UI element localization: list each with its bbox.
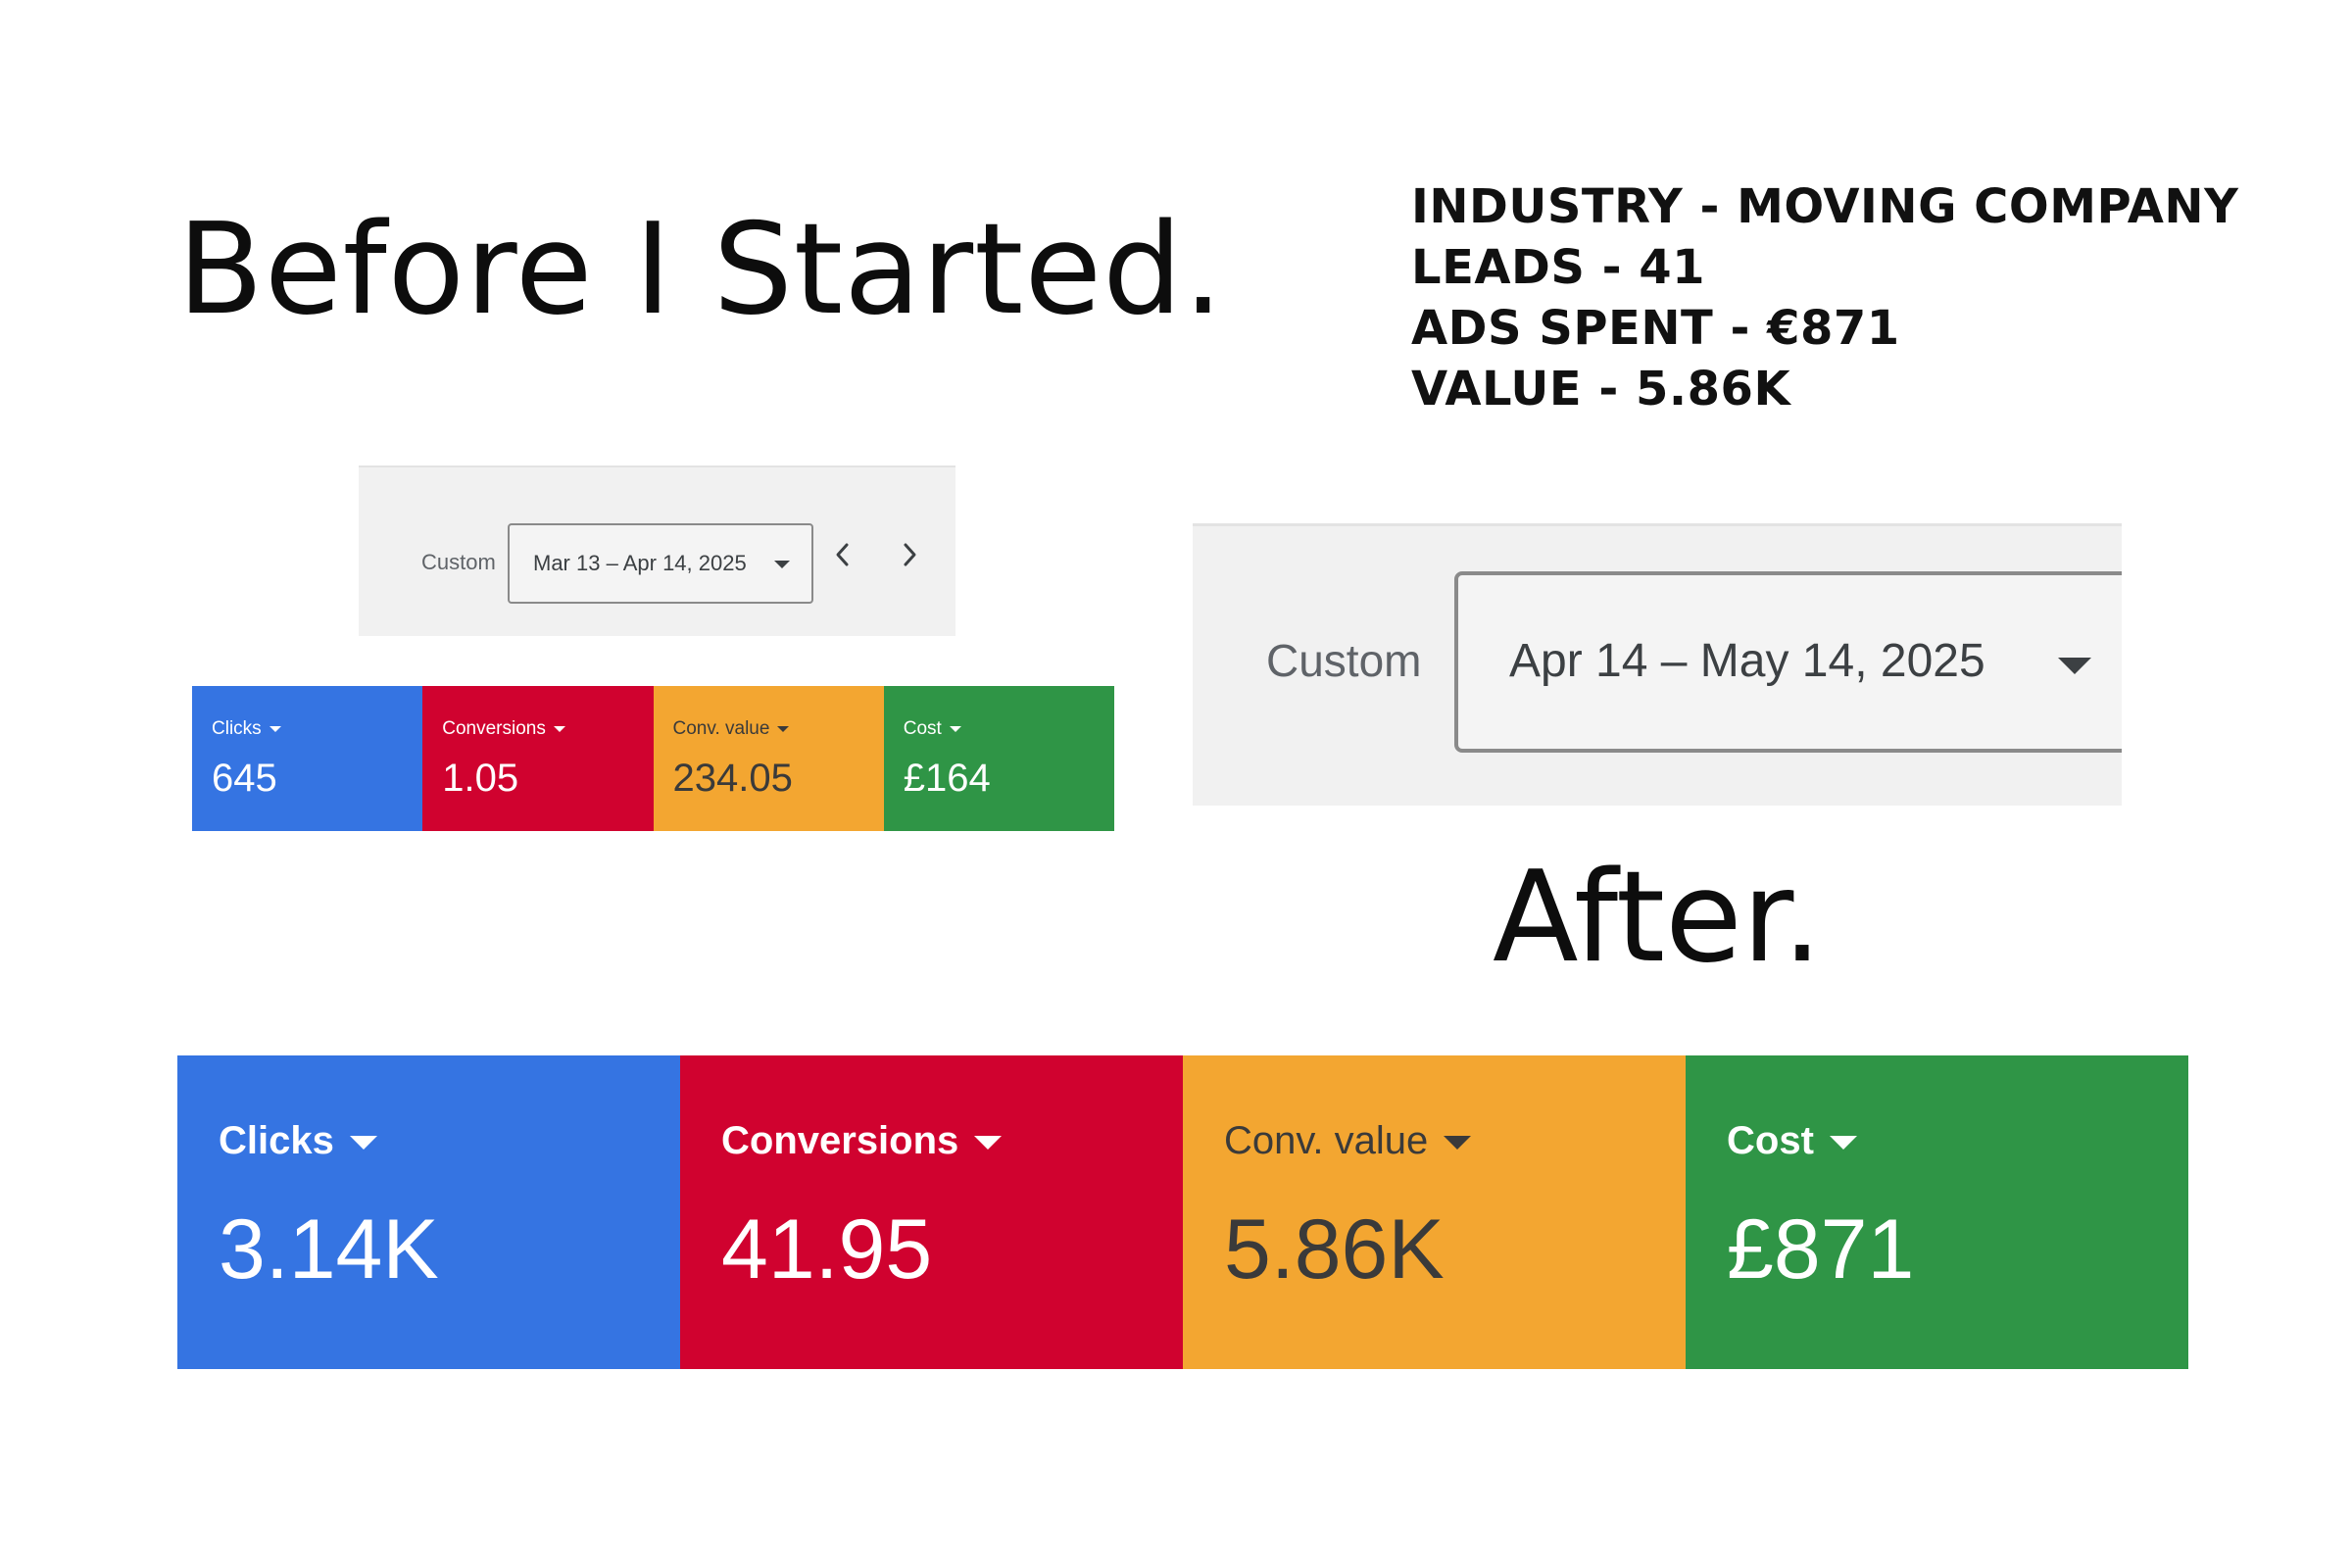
metric-label: Conversions — [721, 1121, 1003, 1160]
caret-down-icon — [1444, 1136, 1472, 1151]
after-metrics-bar: Clicks 3.14K Conversions 41.95 Conv. val… — [177, 1055, 2188, 1369]
date-range-value: Mar 13 – Apr 14, 2025 — [533, 551, 747, 575]
leads-line: LEADS - 41 — [1411, 240, 1706, 295]
metric-label: Conv. value — [1224, 1121, 1472, 1160]
date-range-dropdown[interactable]: Mar 13 – Apr 14, 2025 — [508, 523, 813, 604]
metric-value: 645 — [212, 757, 277, 800]
metric-label: Clicks — [219, 1121, 377, 1160]
before-metrics-bar: Clicks 645 Conversions 1.05 Conv. value … — [192, 686, 1114, 831]
metric-card-conv-value[interactable]: Conv. value 234.05 — [653, 686, 884, 831]
caret-down-icon — [1829, 1136, 1857, 1151]
chevron-left-icon[interactable] — [833, 542, 853, 567]
date-preset-label: Custom — [421, 550, 496, 574]
metric-card-conversions[interactable]: Conversions 41.95 — [680, 1055, 1183, 1369]
chevron-right-icon[interactable] — [900, 542, 919, 567]
metric-value: £871 — [1727, 1202, 1915, 1297]
caret-down-icon — [349, 1136, 377, 1151]
metric-value: 234.05 — [672, 757, 793, 800]
caret-down-icon — [2058, 658, 2091, 674]
metric-label: Conversions — [442, 719, 565, 738]
metric-card-conversions[interactable]: Conversions 1.05 — [422, 686, 654, 831]
before-heading: Before I Started. — [177, 197, 1224, 343]
campaign-summary: INDUSTRY - MOVING COMPANY LEADS - 41 ADS… — [1411, 176, 2238, 419]
caret-down-icon — [774, 561, 790, 568]
caret-down-icon — [777, 725, 790, 732]
industry-line: INDUSTRY - MOVING COMPANY — [1411, 179, 2239, 234]
after-date-panel: Custom Apr 14 – May 14, 2025 — [1193, 523, 2122, 806]
caret-down-icon — [949, 725, 961, 732]
metric-card-clicks[interactable]: Clicks 3.14K — [177, 1055, 680, 1369]
metric-label: Conv. value — [673, 719, 790, 738]
metric-card-cost[interactable]: Cost £164 — [883, 686, 1114, 831]
metric-card-conv-value[interactable]: Conv. value 5.86K — [1183, 1055, 1686, 1369]
metric-label: Clicks — [212, 719, 281, 738]
caret-down-icon — [974, 1136, 1003, 1151]
date-range-dropdown[interactable]: Apr 14 – May 14, 2025 — [1454, 571, 2122, 753]
date-preset-label: Custom — [1266, 635, 1422, 686]
after-heading: After. — [1493, 845, 1823, 991]
metric-label: Cost — [1727, 1121, 1857, 1160]
before-date-panel: Custom Mar 13 – Apr 14, 2025 — [359, 466, 956, 636]
metric-value: 41.95 — [721, 1202, 933, 1297]
value-line: VALUE - 5.86K — [1411, 362, 1791, 416]
metric-label: Cost — [904, 719, 961, 738]
metric-value: £164 — [903, 757, 991, 800]
date-range-value: Apr 14 – May 14, 2025 — [1509, 635, 1985, 687]
metric-value: 5.86K — [1224, 1202, 1445, 1297]
ads-spent-line: ADS SPENT - €871 — [1411, 301, 1900, 356]
metric-value: 1.05 — [442, 757, 519, 800]
metric-card-cost[interactable]: Cost £871 — [1686, 1055, 2188, 1369]
caret-down-icon — [553, 725, 565, 732]
metric-card-clicks[interactable]: Clicks 645 — [192, 686, 423, 831]
metric-value: 3.14K — [219, 1202, 439, 1297]
caret-down-icon — [269, 725, 281, 732]
